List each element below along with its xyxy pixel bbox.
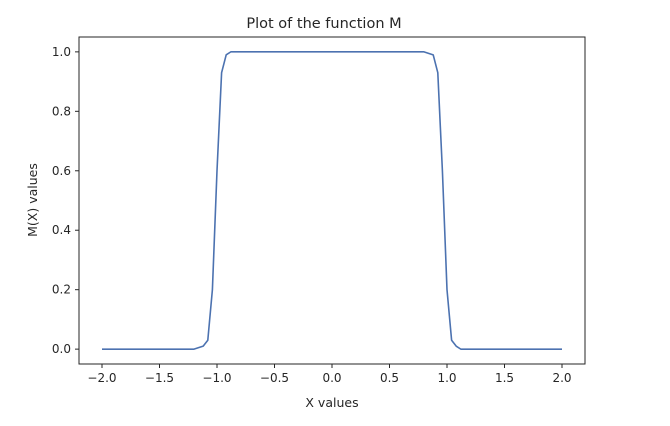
x-tick-label: −0.5 <box>260 371 289 385</box>
series-group <box>102 51 562 350</box>
x-tick-label: 1.0 <box>437 371 456 385</box>
y-tick-label: 0.2 <box>52 283 71 297</box>
y-tick-label: 1.0 <box>52 45 71 59</box>
x-tick-label: −1.0 <box>202 371 231 385</box>
x-tick-label: 1.5 <box>495 371 514 385</box>
x-axis: −2.0 −1.5 −1.0 −0.5 0.0 0.5 1.0 1.5 2.0 <box>87 364 572 385</box>
plot-frame <box>78 36 586 365</box>
x-tick-label: −2.0 <box>87 371 116 385</box>
series-line-0 <box>102 51 562 350</box>
x-tick-label: 0.0 <box>322 371 341 385</box>
x-axis-label: X values <box>305 395 358 410</box>
y-axis: 0.0 0.2 0.4 0.6 0.8 1.0 <box>52 45 79 356</box>
x-tick-label: 0.5 <box>380 371 399 385</box>
x-tick-label: −1.5 <box>145 371 174 385</box>
y-tick-label: 0.0 <box>52 342 71 356</box>
y-tick-label: 0.8 <box>52 104 71 118</box>
x-tick-label: 2.0 <box>552 371 571 385</box>
y-axis-label: M(X) values <box>25 163 40 237</box>
y-tick-label: 0.4 <box>52 223 71 237</box>
y-tick-label: 0.6 <box>52 164 71 178</box>
chart-title: Plot of the function M <box>246 16 401 32</box>
